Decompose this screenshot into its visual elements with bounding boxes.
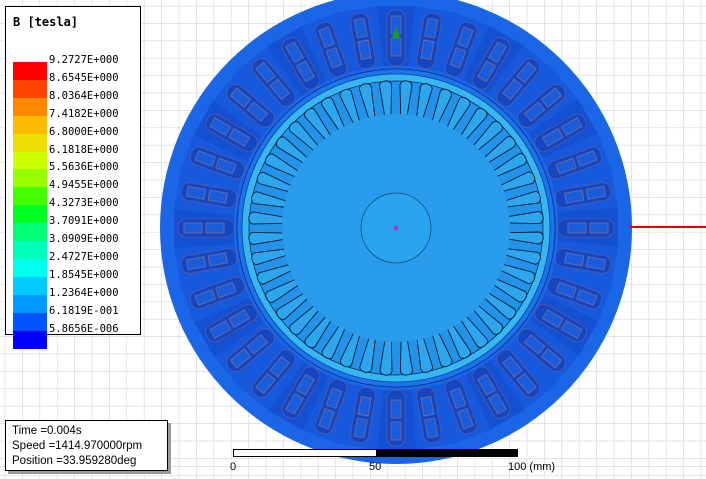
legend-label: 1.2364E+000 [49, 286, 119, 299]
legend-row: 1.8545E+000 [12, 269, 138, 295]
legend-swatch [13, 330, 47, 349]
legend-row: 6.1819E-001 [12, 305, 138, 331]
legend-row: 3.7091E+000 [12, 215, 138, 242]
stator-slot [173, 240, 240, 287]
legend-label: 8.6545E+000 [49, 71, 119, 84]
legend-row: 5.5636E+000 [12, 161, 138, 188]
legend-row: 3.0909E+000 [12, 233, 138, 259]
stator-slot [487, 45, 555, 115]
legend-swatch [13, 62, 47, 80]
legend-title: B [tesla] [13, 15, 79, 29]
stator-slot [213, 69, 283, 137]
stator-slot [463, 25, 525, 96]
scale-label-0: 0 [230, 461, 237, 473]
legend-row: 9.2727E+000 [12, 54, 138, 80]
legend-row: 6.8000E+000 [12, 126, 138, 152]
legend-label: 5.5636E+000 [49, 161, 119, 174]
legend-swatch [13, 223, 47, 242]
legend-label: 3.0909E+000 [49, 233, 119, 245]
legend-row: 1.2364E+000 [12, 287, 138, 313]
stator-slot [408, 5, 455, 72]
legend-label: 2.4727E+000 [49, 250, 119, 263]
stator-slot [487, 341, 555, 411]
legend-row: 8.0364E+000 [12, 90, 138, 116]
legend-label: 1.8545E+000 [49, 268, 119, 281]
stator-slot [193, 99, 264, 161]
legend-swatch [13, 79, 47, 98]
stator-slot [528, 295, 599, 357]
legend-label: 6.1819E-001 [49, 304, 119, 317]
legend-swatch [13, 97, 47, 116]
legend-label: 5.8656E-006 [49, 322, 119, 335]
legend-label: 9.2727E+000 [49, 54, 119, 66]
stator-slot [180, 133, 250, 188]
legend-swatch [13, 187, 47, 206]
legend-label: 6.1818E+000 [49, 143, 119, 156]
stator-slot [267, 25, 329, 96]
legend-swatch [13, 115, 47, 134]
legend-swatch [13, 205, 47, 224]
bottom-rule [0, 466, 706, 467]
legend-label: 6.8000E+000 [49, 125, 119, 138]
stator-slot [408, 384, 455, 451]
stator-slots [173, 5, 619, 451]
stator-slot [509, 69, 579, 137]
legend-label: 4.3273E+000 [49, 197, 119, 210]
legend-swatch [13, 133, 47, 152]
legend-swatch [13, 241, 47, 259]
stator-slot [436, 12, 491, 82]
scale-bar [233, 449, 518, 457]
legend-row: 8.6545E+000 [12, 72, 138, 98]
scale-label-100: 100 (mm) [508, 461, 556, 473]
stator-slot [301, 374, 356, 444]
stator-slot [337, 5, 384, 72]
stator-slot [528, 99, 599, 161]
stator-slot [542, 268, 612, 323]
legend-label: 8.0364E+000 [49, 89, 119, 102]
info-speed: Speed =1414.970000rpm [12, 440, 143, 452]
simulation-info-panel: Time =0.004s Speed =1414.970000rpm Posit… [5, 420, 168, 471]
stator-slot [237, 45, 305, 115]
legend-label: 7.4182E+000 [49, 107, 119, 120]
legend-row: 7.4182E+000 [12, 108, 138, 134]
info-time: Time =0.004s [12, 425, 82, 437]
legend-swatch [13, 258, 47, 277]
legend-row: 2.4727E+000 [12, 251, 138, 277]
legend-swatch [13, 276, 47, 295]
legend-row: 5.8656E-006 [12, 323, 138, 349]
y-axis-arrow-icon [392, 27, 400, 38]
field-legend[interactable]: B [tesla] 9.2727E+000 8.6545E+000 8.0364E+… [5, 6, 141, 349]
stator-slot [376, 389, 416, 450]
axis-origin-marker [393, 225, 399, 231]
legend-row: 4.9455E+000 [12, 179, 138, 206]
stator-slot [237, 341, 305, 411]
legend-swatch [13, 312, 47, 331]
x-axis-line [630, 226, 706, 228]
stator-slot [552, 169, 619, 216]
stator-slot [267, 360, 329, 431]
scale-label-50: 50 [369, 461, 382, 473]
stator-slot [213, 319, 283, 387]
stator-slot [509, 319, 579, 387]
legend-label: 3.7091E+000 [49, 215, 119, 228]
legend-row: 6.1818E+000 [12, 144, 138, 170]
stator-slot [557, 208, 618, 248]
scale-bar-black-segment [376, 450, 517, 456]
info-position: Position =33.959280deg [12, 455, 137, 467]
stator-slot [174, 208, 235, 248]
stator-slot [193, 295, 264, 357]
legend-swatch [13, 294, 47, 313]
legend-row: 4.3273E+000 [12, 197, 138, 224]
legend-swatch [13, 151, 47, 170]
legend-label: 4.9455E+000 [49, 179, 119, 192]
stator-slot [463, 360, 525, 431]
legend-swatch [13, 169, 47, 188]
